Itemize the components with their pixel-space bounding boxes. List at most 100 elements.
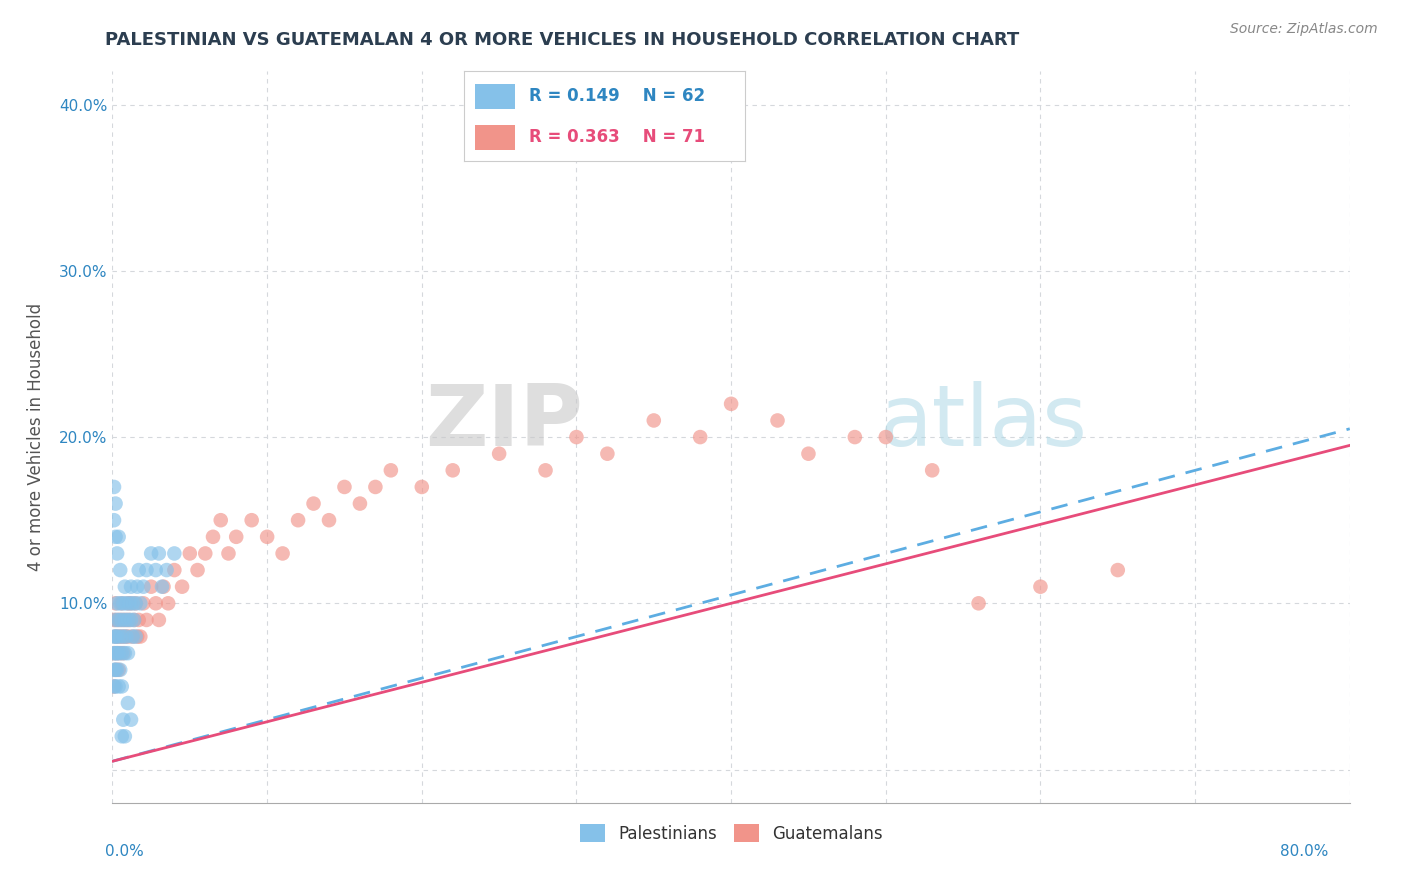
Point — [256, 530, 278, 544]
Point — [921, 463, 943, 477]
Text: PALESTINIAN VS GUATEMALAN 4 OR MORE VEHICLES IN HOUSEHOLD CORRELATION CHART: PALESTINIAN VS GUATEMALAN 4 OR MORE VEHI… — [105, 31, 1019, 49]
Point — [110, 596, 132, 610]
Point — [120, 713, 142, 727]
Text: 0.0%: 0.0% — [105, 845, 145, 859]
Point — [107, 613, 129, 627]
Point — [104, 663, 127, 677]
Point — [110, 613, 132, 627]
Point — [122, 613, 145, 627]
Point — [104, 680, 127, 694]
Point — [271, 546, 294, 560]
Point — [150, 580, 173, 594]
Point — [141, 546, 163, 560]
Point — [565, 430, 588, 444]
Point — [441, 463, 464, 477]
Point — [105, 646, 128, 660]
Point — [115, 613, 138, 627]
Point — [103, 646, 125, 660]
Point — [112, 596, 135, 610]
Point — [720, 397, 742, 411]
Point — [128, 563, 150, 577]
Point — [105, 596, 128, 610]
Point — [107, 630, 129, 644]
Point — [105, 546, 128, 560]
Point — [103, 680, 125, 694]
Point — [103, 630, 125, 644]
Point — [111, 646, 134, 660]
Point — [117, 630, 139, 644]
Point — [103, 513, 125, 527]
Point — [135, 563, 157, 577]
Point — [411, 480, 433, 494]
Point — [121, 596, 143, 610]
Point — [112, 630, 135, 644]
Point — [129, 596, 152, 610]
Text: R = 0.363    N = 71: R = 0.363 N = 71 — [529, 128, 704, 146]
Point — [114, 580, 136, 594]
Point — [105, 613, 128, 627]
Point — [179, 546, 201, 560]
Text: 80.0%: 80.0% — [1281, 845, 1329, 859]
Point — [105, 646, 128, 660]
Point — [107, 680, 129, 694]
Point — [132, 596, 155, 610]
Point — [115, 596, 138, 610]
Point — [488, 447, 510, 461]
Point — [163, 546, 186, 560]
Point — [104, 630, 127, 644]
Point — [1029, 580, 1052, 594]
Point — [186, 563, 209, 577]
Point — [118, 596, 141, 610]
Point — [104, 663, 127, 677]
Point — [141, 580, 163, 594]
Point — [110, 663, 132, 677]
Point — [107, 530, 129, 544]
Point — [112, 646, 135, 660]
Point — [105, 663, 128, 677]
Point — [135, 613, 157, 627]
Point — [596, 447, 619, 461]
FancyBboxPatch shape — [475, 84, 515, 109]
Text: ZIP: ZIP — [425, 381, 582, 464]
Point — [844, 430, 866, 444]
Point — [110, 646, 132, 660]
Point — [117, 696, 139, 710]
Point — [120, 613, 142, 627]
Point — [364, 480, 387, 494]
Point — [1107, 563, 1129, 577]
Point — [103, 613, 125, 627]
Point — [145, 563, 167, 577]
Point — [202, 530, 225, 544]
Point — [124, 596, 148, 610]
Point — [107, 646, 129, 660]
Point — [110, 630, 132, 644]
Point — [287, 513, 309, 527]
Point — [120, 580, 142, 594]
Point — [124, 630, 148, 644]
Point — [121, 630, 143, 644]
Point — [104, 630, 127, 644]
Point — [766, 413, 789, 427]
Point — [117, 646, 139, 660]
Point — [145, 596, 167, 610]
Point — [148, 613, 170, 627]
Point — [148, 546, 170, 560]
Point — [689, 430, 711, 444]
Point — [875, 430, 897, 444]
Point — [104, 596, 127, 610]
Point — [111, 596, 134, 610]
Point — [111, 729, 134, 743]
Point — [124, 596, 148, 610]
Point — [194, 546, 217, 560]
Point — [132, 580, 155, 594]
Point — [114, 729, 136, 743]
Point — [103, 680, 125, 694]
Point — [643, 413, 665, 427]
Point — [110, 563, 132, 577]
Point — [240, 513, 263, 527]
Point — [107, 663, 129, 677]
Point — [534, 463, 557, 477]
Point — [121, 630, 143, 644]
Point — [122, 613, 145, 627]
Text: R = 0.149    N = 62: R = 0.149 N = 62 — [529, 87, 704, 105]
